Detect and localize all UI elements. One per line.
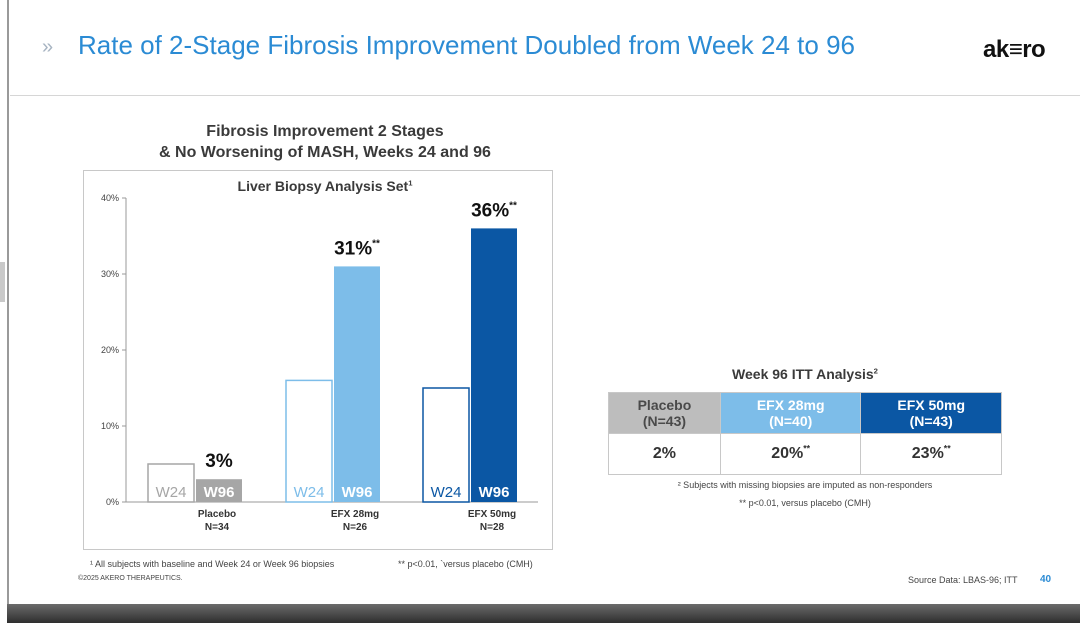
category-n-label: N=34 xyxy=(205,522,230,533)
itt-header-n: (N=43) xyxy=(909,413,953,429)
itt-header-label: Placebo xyxy=(637,397,692,413)
bar-label-w96: W96 xyxy=(479,484,510,501)
bar-label-w24: W24 xyxy=(431,484,462,501)
itt-header-placebo: Placebo (N=43) xyxy=(608,392,721,434)
y-tick-label: 10% xyxy=(101,421,119,431)
itt-header-label: EFX 50mg xyxy=(897,397,966,413)
chart-title: Fibrosis Improvement 2 Stages & No Worse… xyxy=(90,121,560,163)
itt-title: Week 96 ITT Analysis2 xyxy=(608,366,1002,382)
itt-title-text: Week 96 ITT Analysis xyxy=(732,366,874,382)
itt-footnote-significance: ** p<0.01, versus placebo (CMH) xyxy=(739,498,871,508)
value-label-number: 3% xyxy=(205,451,233,472)
bar-w96 xyxy=(334,266,380,502)
itt-value-row: 2% 20%** 23%** xyxy=(608,433,1002,475)
bottom-bar xyxy=(7,604,1080,623)
itt-value-placebo: 2% xyxy=(608,433,721,475)
itt-header-label: EFX 28mg xyxy=(756,397,825,413)
value-label: 3% xyxy=(205,451,233,472)
left-edge-tab xyxy=(0,262,5,302)
itt-value-efx28: 20%** xyxy=(719,433,862,475)
itt-header-n: (N=43) xyxy=(642,413,687,429)
copyright: ©2025 AKERO THERAPEUTICS. xyxy=(78,575,183,582)
source-data: Source Data: LBAS-96; ITT xyxy=(908,575,1018,585)
value-label-sup: ** xyxy=(372,238,380,249)
chart-subtitle-text: Liver Biopsy Analysis Set xyxy=(237,178,409,194)
header-divider xyxy=(10,95,1080,96)
value-label: 31%** xyxy=(334,238,380,259)
category-label: EFX 50mg xyxy=(468,509,516,520)
left-edge-rule xyxy=(7,0,9,610)
bar-w24 xyxy=(285,379,333,503)
chart-subtitle-sup: 1 xyxy=(408,178,413,188)
itt-title-sup: 2 xyxy=(873,366,878,376)
itt-header-efx50: EFX 50mg (N=43) xyxy=(860,392,1002,434)
itt-value: 23% xyxy=(911,445,944,462)
itt-value: 20% xyxy=(771,445,804,462)
category-n-label: N=28 xyxy=(480,522,505,533)
category-label: EFX 28mg xyxy=(331,509,379,520)
chevron-icon: » xyxy=(42,36,54,58)
y-tick-label: 40% xyxy=(101,193,119,203)
bar-w24 xyxy=(422,387,470,503)
value-label-sup: ** xyxy=(509,200,517,211)
chart-frame xyxy=(83,170,553,550)
bar-label-w24: W24 xyxy=(294,484,325,501)
itt-footnote-imputation: ² Subjects with missing biopsies are imp… xyxy=(677,480,933,490)
itt-value: 2% xyxy=(652,445,677,462)
bar-w96 xyxy=(196,479,242,502)
chart-subtitle: Liver Biopsy Analysis Set1 xyxy=(90,178,560,194)
bar-w96 xyxy=(471,228,517,502)
category-label: Placebo xyxy=(198,509,236,520)
chart-title-line1: Fibrosis Improvement 2 Stages xyxy=(206,123,444,140)
chart-title-line2: & No Worsening of MASH, Weeks 24 and 96 xyxy=(159,144,491,161)
bar-label-w24: W24 xyxy=(156,484,187,501)
y-tick-label: 0% xyxy=(106,497,119,507)
bar-w24 xyxy=(147,463,195,503)
value-label: 36%** xyxy=(471,200,517,221)
itt-table: Placebo (N=43) EFX 28mg (N=40) EFX 50mg … xyxy=(608,392,1002,475)
value-label-number: 36% xyxy=(471,200,509,221)
page-number: 40 xyxy=(1040,574,1052,585)
akero-logo: ak≡ro xyxy=(983,36,1046,63)
itt-header-n: (N=40) xyxy=(769,413,813,429)
category-n-label: N=26 xyxy=(343,522,368,533)
bar-label-w96: W96 xyxy=(204,484,235,501)
itt-value-sup: ** xyxy=(803,443,811,454)
itt-value-sup: ** xyxy=(943,443,951,454)
bar-label-w96: W96 xyxy=(342,484,373,501)
value-label-number: 31% xyxy=(334,238,372,259)
page-title: Rate of 2-Stage Fibrosis Improvement Dou… xyxy=(78,30,856,60)
itt-header-row: Placebo (N=43) EFX 28mg (N=40) EFX 50mg … xyxy=(608,392,1002,434)
footnote-biopsy-set: ¹ All subjects with baseline and Week 24… xyxy=(90,559,335,569)
footnote-significance: ** p<0.01, `versus placebo (CMH) xyxy=(398,559,533,569)
y-tick-label: 30% xyxy=(101,269,119,279)
y-tick-label: 20% xyxy=(101,345,119,355)
itt-value-efx50: 23%** xyxy=(860,433,1002,475)
itt-header-efx28: EFX 28mg (N=40) xyxy=(719,392,862,434)
